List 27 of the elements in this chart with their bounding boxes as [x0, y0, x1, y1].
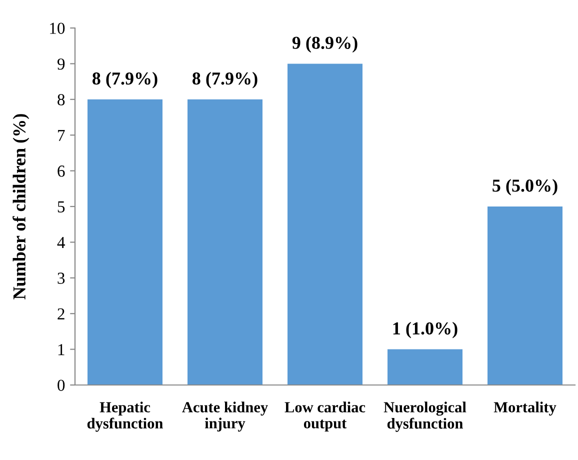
x-tick-label: Mortality	[494, 402, 556, 416]
y-tick-label: 6	[58, 166, 65, 177]
y-tick-label: 9	[57, 58, 65, 70]
y-tick-label: 8	[58, 94, 65, 106]
y-tick-label: 1	[58, 344, 64, 356]
data-label: 8 (7.9%)	[192, 72, 258, 88]
bar	[388, 349, 462, 385]
y-tick-label: 2	[58, 308, 64, 320]
data-label: 5 (5.0%)	[492, 179, 558, 196]
x-tick-label: Hepatic dysfunction	[87, 402, 163, 432]
data-label: 8 (7.9%)	[92, 72, 158, 88]
x-tick-label: Low cardiac output	[284, 402, 366, 432]
y-axis-title: Number of children (%)	[12, 114, 30, 300]
y-tick-label: 0	[58, 380, 65, 391]
y-tick-label: 4	[57, 237, 66, 248]
bar	[88, 99, 162, 385]
bar	[488, 206, 562, 385]
bar	[188, 99, 262, 385]
x-tick-label: Acute kidney injury	[182, 402, 268, 432]
x-tick-label: Nuerological dysfunction	[384, 402, 466, 432]
bar	[288, 64, 362, 385]
y-tick-label: 5	[58, 201, 65, 212]
y-tick-label: 10	[50, 22, 65, 34]
data-label: 9 (8.9%)	[292, 36, 358, 53]
y-tick-label: 7	[58, 130, 65, 141]
data-label: 1 (1.0%)	[393, 322, 458, 338]
y-tick-label: 3	[58, 272, 65, 284]
